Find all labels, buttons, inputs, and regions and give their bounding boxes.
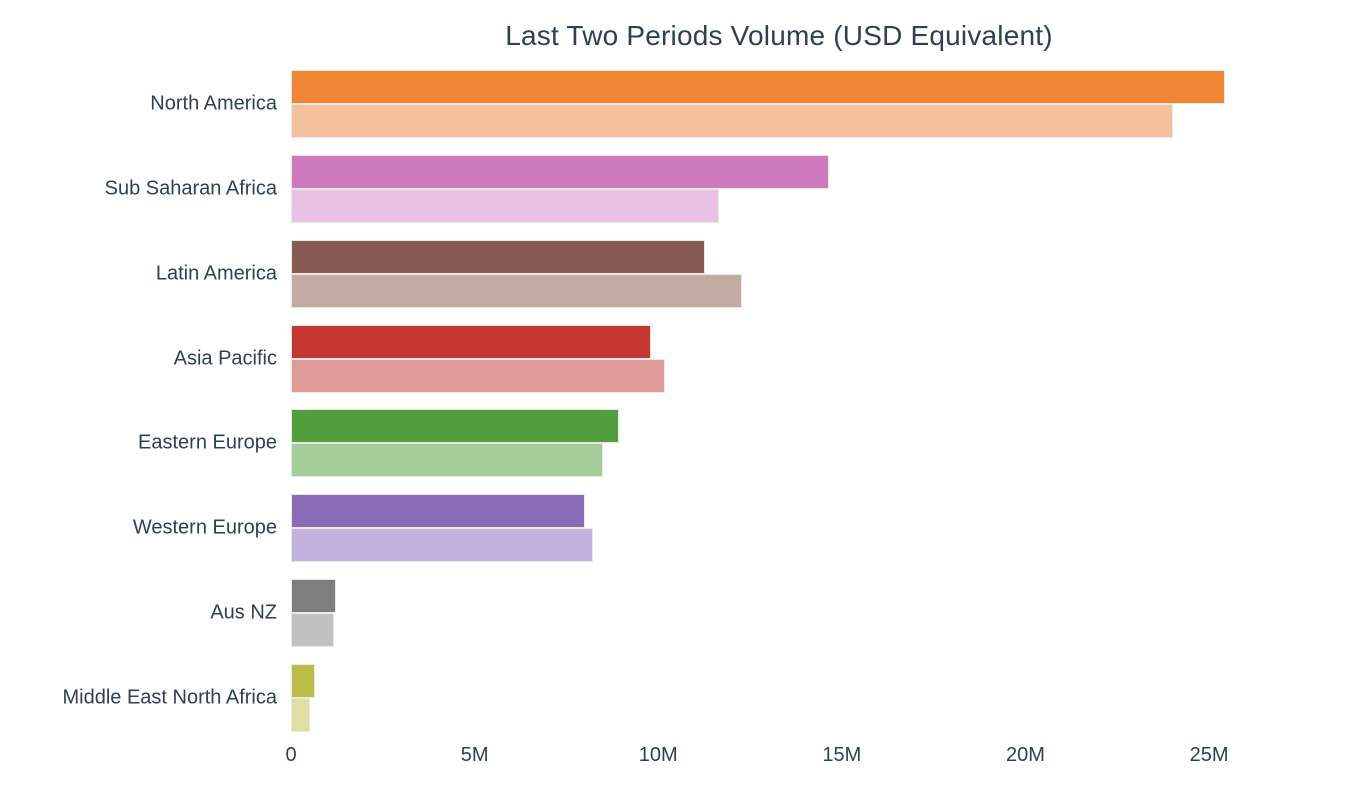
x-tick-label-25m: 25M bbox=[1189, 744, 1229, 766]
category-label-latin-america: Latin America bbox=[155, 262, 277, 285]
bar-aus-nz-period-1-latest bbox=[291, 579, 337, 614]
bar-middle-east-north-africa-period-2-prior bbox=[291, 697, 311, 732]
chart-title: Last Two Periods Volume (USD Equivalent) bbox=[505, 20, 1053, 51]
x-tick-label-5m: 5M bbox=[460, 744, 489, 766]
category-label-western-europe: Western Europe bbox=[132, 516, 277, 539]
bar-eastern-europe-period-1-latest bbox=[291, 409, 619, 444]
bar-western-europe-period-1-latest bbox=[291, 494, 585, 529]
bar-asia-pacific-period-1-latest bbox=[291, 324, 651, 359]
y-axis-category-labels: North America Sub Saharan Africa Latin Ame… bbox=[0, 70, 283, 740]
category-label-aus-nz: Aus NZ bbox=[210, 601, 277, 624]
x-tick-label-10m: 10M bbox=[638, 744, 678, 766]
plot-area bbox=[291, 70, 1356, 740]
x-tick-label-0: 0 bbox=[285, 744, 297, 766]
bar-eastern-europe-period-2-prior bbox=[291, 443, 604, 478]
category-label-north-america: North America bbox=[150, 92, 277, 115]
category-label-middle-east-north-africa: Middle East North Africa bbox=[62, 686, 277, 709]
bar-sub-saharan-africa-period-2-prior bbox=[291, 188, 719, 223]
x-tick-label-15m: 15M bbox=[822, 744, 862, 766]
category-label-sub-saharan-africa: Sub Saharan Africa bbox=[104, 177, 277, 200]
bar-asia-pacific-period-2-prior bbox=[291, 358, 666, 393]
x-tick-label-20m: 20M bbox=[1006, 744, 1045, 766]
category-label-eastern-europe: Eastern Europe bbox=[138, 431, 277, 454]
bar-western-europe-period-2-prior bbox=[291, 528, 593, 563]
bar-latin-america-period-1-latest bbox=[291, 239, 705, 274]
bar-aus-nz-period-2-prior bbox=[291, 613, 334, 648]
bar-north-america-period-2-prior bbox=[291, 104, 1174, 138]
x-axis-tick-labels: 0 5M 10M 15M 20M 25M bbox=[285, 742, 1356, 772]
bar-middle-east-north-africa-period-1-latest bbox=[291, 663, 316, 698]
bar-north-america-period-1-latest bbox=[291, 70, 1226, 104]
bar-sub-saharan-africa-period-1-latest bbox=[291, 154, 829, 189]
category-label-asia-pacific: Asia Pacific bbox=[173, 347, 277, 370]
bar-latin-america-period-2-prior bbox=[291, 273, 742, 308]
